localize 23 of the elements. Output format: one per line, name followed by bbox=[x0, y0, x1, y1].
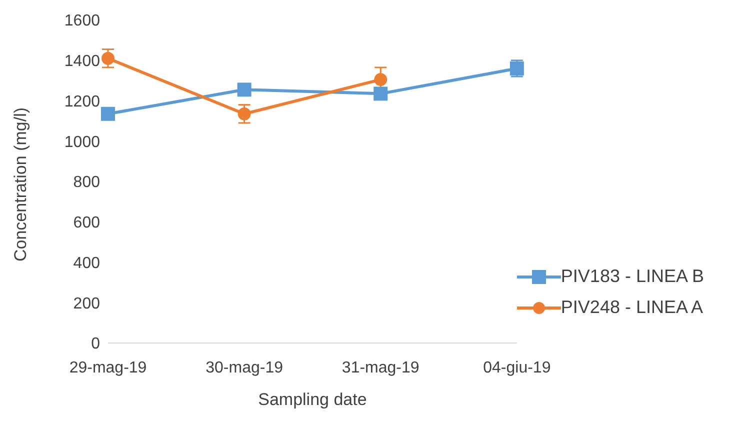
y-tick-label: 400 bbox=[73, 254, 100, 272]
y-tick-label: 1600 bbox=[64, 12, 100, 30]
y-tick-label: 1000 bbox=[64, 134, 100, 151]
x-tick-label: 30-mag-19 bbox=[206, 359, 284, 376]
point bbox=[102, 52, 114, 65]
y-tick-label: 1200 bbox=[64, 93, 100, 110]
point bbox=[237, 82, 252, 97]
x-tick-label: 29-mag-19 bbox=[69, 359, 147, 376]
y-tick-label: 0 bbox=[91, 336, 100, 353]
legend-label: PIV248 - LINEA A bbox=[560, 297, 704, 318]
x-axis-title: Sampling date bbox=[258, 390, 367, 409]
x-tick-label: 31-mag-19 bbox=[342, 359, 420, 376]
y-tick-label: 1400 bbox=[64, 53, 100, 70]
point bbox=[101, 106, 115, 121]
y-tick-label: 800 bbox=[73, 174, 100, 192]
legend-label: PIV183 - LINEA B bbox=[560, 266, 704, 287]
y-axis-title: Concentration (mg/l) bbox=[11, 107, 30, 262]
point bbox=[238, 107, 251, 120]
x-tick-label: 04-giu-19 bbox=[483, 359, 551, 376]
y-tick-label: 200 bbox=[73, 295, 100, 312]
point bbox=[374, 73, 388, 86]
point bbox=[374, 86, 388, 101]
y-tick-label: 600 bbox=[73, 214, 100, 232]
